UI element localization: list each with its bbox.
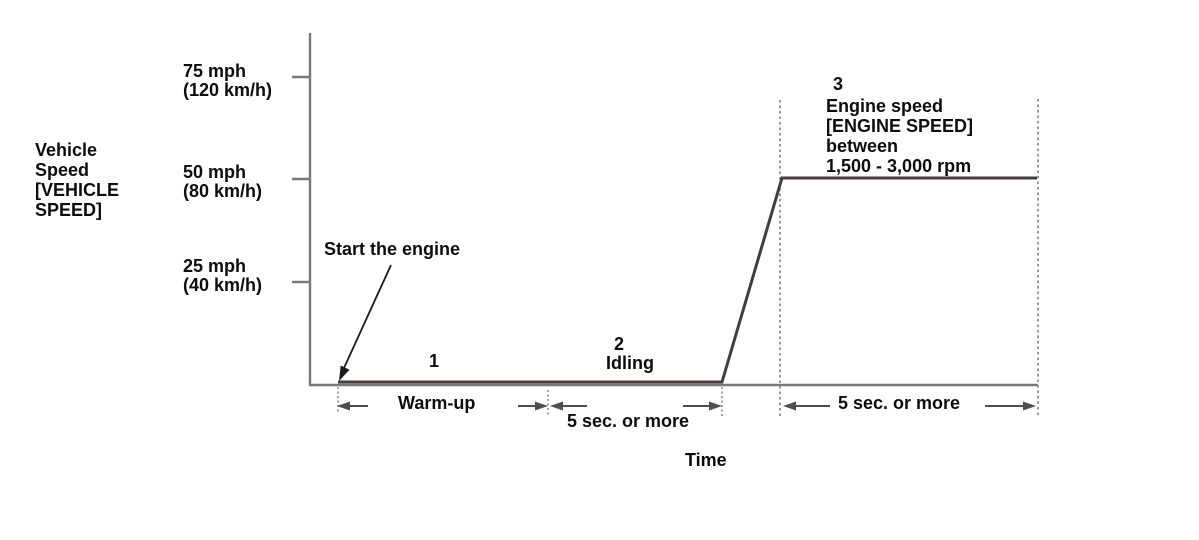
warmup-left-arrowhead-icon <box>337 401 350 411</box>
step3-note-line4: 1,500 - 3,000 rpm <box>826 156 972 176</box>
y-tick-label-75mph-primary: 75 mph <box>183 61 247 81</box>
y-tick-label-50mph-primary: 50 mph <box>183 162 247 182</box>
step3-number: 3 <box>833 74 844 94</box>
warmup-dimension-label: Warm-up <box>398 393 476 413</box>
idling-arrowheads <box>550 401 722 411</box>
y-tick-label-75mph: 75 mph (120 km/h) <box>183 62 272 100</box>
speed-profile-line <box>338 176 1037 384</box>
step3-note-line2: [ENGINE SPEED] <box>826 116 974 136</box>
y-axis-title-line1: Vehicle <box>35 140 98 160</box>
cruise-right-arrowhead-icon <box>1023 401 1036 411</box>
dimension-extension-ticks <box>337 387 723 416</box>
warmup-right-arrowhead-icon <box>535 401 548 411</box>
y-axis-title-line3: [VEHICLE <box>35 180 120 200</box>
warmup-arrowheads <box>337 401 548 411</box>
cruise-arrowheads <box>783 401 1036 411</box>
step3-note-line1: Engine speed <box>826 96 944 116</box>
y-tick-label-25mph-primary: 25 mph <box>183 256 247 276</box>
y-tick-label-25mph: 25 mph (40 km/h) <box>183 257 262 295</box>
step2-number: 2 <box>614 334 625 354</box>
idling-right-arrowhead-icon <box>709 401 722 411</box>
y-axis-title-line2: Speed <box>35 160 90 180</box>
cruise-window-dotted-lines <box>779 99 1039 416</box>
y-tick-label-50mph-secondary: (80 km/h) <box>183 181 263 201</box>
x-axis-title: Time <box>685 450 727 470</box>
step3-engine-speed-note: Engine speed [ENGINE SPEED] between 1,50… <box>826 96 973 176</box>
y-axis <box>292 33 312 386</box>
y-tick-label-50mph: 50 mph (80 km/h) <box>183 163 262 201</box>
y-tick-label-75mph-secondary: (120 km/h) <box>183 80 273 100</box>
step3-note-line3: between <box>826 136 899 156</box>
y-tick-label-25mph-secondary: (40 km/h) <box>183 275 263 295</box>
cruise-duration-label: 5 sec. or more <box>838 393 961 413</box>
start-engine-arrow <box>339 264 392 381</box>
step1-number: 1 <box>429 351 440 371</box>
start-engine-arrowhead-icon <box>339 365 350 381</box>
start-engine-arrow-line <box>343 264 392 369</box>
y-axis-title: Vehicle Speed [VEHICLE SPEED] <box>35 140 119 220</box>
cruise-left-arrowhead-icon <box>783 401 796 411</box>
y-axis-title-line4: SPEED] <box>35 200 103 220</box>
start-engine-label: Start the engine <box>324 239 461 259</box>
step2-idling-label: Idling <box>606 353 654 373</box>
idling-left-arrowhead-icon <box>550 401 563 411</box>
idling-duration-label: 5 sec. or more <box>567 411 690 431</box>
